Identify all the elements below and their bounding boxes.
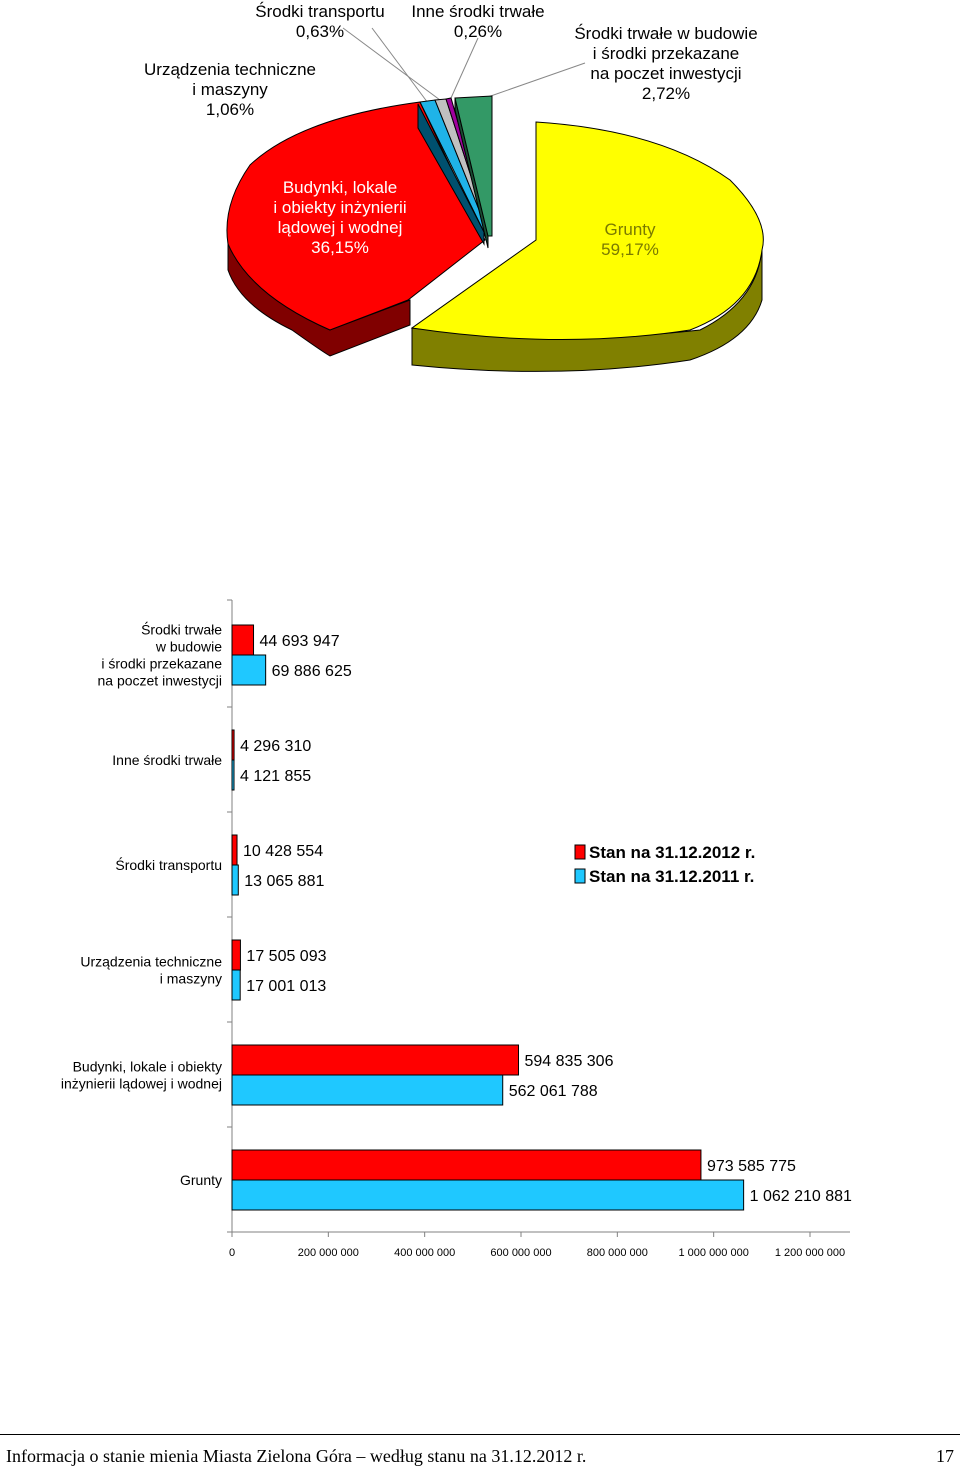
pie-chart xyxy=(226,27,764,372)
bar-2012-5 xyxy=(231,1149,702,1181)
footer-divider xyxy=(0,1434,960,1435)
pie-label-land: Grunty 59,17% xyxy=(601,220,659,259)
bar-value-label: 17 505 093 xyxy=(246,948,326,965)
bar-value-label: 44 693 947 xyxy=(260,633,340,650)
category-label: Środki trwałe xyxy=(141,621,222,638)
bar-value-label: 17 001 013 xyxy=(246,978,326,995)
bar-chart: 0 200 000 000 400 000 000 600 000 000 800 00… xyxy=(61,599,852,1259)
pie-label-other: Inne środki trwałe 0,26% xyxy=(411,2,545,41)
bar-value-label: 594 835 306 xyxy=(525,1053,614,1070)
bar-2012-2 xyxy=(231,834,238,866)
bar-2011-3 xyxy=(231,969,241,1001)
footer-text: Informacja o stanie mienia Miasta Zielon… xyxy=(6,1446,587,1466)
category-label: Budynki, lokale i obiekty xyxy=(73,1059,222,1075)
category-label: i maszyny xyxy=(160,971,222,987)
x-tick-label: 200 000 000 xyxy=(298,1247,359,1259)
category-label: inżynierii lądowej i wodnej xyxy=(61,1076,222,1092)
pie-label-buildings: Budynki, lokale i obiekty inżynierii ląd… xyxy=(273,178,407,257)
bar-2011-1 xyxy=(231,759,235,791)
bar-2011-0 xyxy=(231,654,267,686)
bar-value-label: 10 428 554 xyxy=(243,843,323,860)
pie-slice-construction[interactable] xyxy=(454,95,493,237)
bar-value-label: 562 061 788 xyxy=(509,1083,598,1100)
pie-label-transport: Środki transportu 0,63% xyxy=(255,2,385,41)
bar-value-label: 4 296 310 xyxy=(240,738,311,755)
bar-2011-2 xyxy=(231,864,239,896)
x-tick-label: 400 000 000 xyxy=(394,1247,455,1259)
bar-value-label: 4 121 855 xyxy=(240,768,311,785)
page-number: 17 xyxy=(936,1446,954,1466)
category-label: i środki przekazane xyxy=(101,656,222,672)
x-tick-label: 1 200 000 000 xyxy=(775,1247,845,1259)
pie-label-construction: Środki trwałe w budowie i środki przekaz… xyxy=(574,24,758,103)
pie-label-machinery: Urządzenia techniczne i maszyny 1,06% xyxy=(144,60,316,119)
bar-2011-4 xyxy=(231,1074,504,1106)
pie-slice-machinery-side xyxy=(417,103,485,246)
x-tick-label: 1 000 000 000 xyxy=(678,1247,748,1259)
category-label: Inne środki trwałe xyxy=(112,752,222,768)
pie-slice-land[interactable] xyxy=(410,121,764,341)
x-tick-label: 800 000 000 xyxy=(587,1247,648,1259)
leader-line-construction xyxy=(484,62,586,99)
bar-2012-0 xyxy=(231,624,255,656)
bar-value-label: 973 585 775 xyxy=(707,1158,796,1175)
category-label: na poczet inwestycji xyxy=(97,673,222,689)
page-footer: Informacja o stanie mienia Miasta Zielon… xyxy=(0,1434,960,1468)
bar-2011-5 xyxy=(231,1179,745,1211)
leader-line-transport xyxy=(342,27,441,101)
bar-value-label: 69 886 625 xyxy=(272,663,352,680)
leader-line-other xyxy=(450,37,479,99)
bar-value-label: 13 065 881 xyxy=(244,873,324,890)
legend-swatch-2011 xyxy=(574,868,586,884)
legend-label-2012: Stan na 31.12.2012 r. xyxy=(589,843,755,862)
category-label: Grunty xyxy=(180,1172,222,1188)
bar-2012-4 xyxy=(231,1044,520,1076)
bar-2012-3 xyxy=(231,939,241,971)
bar-value-label: 1 062 210 881 xyxy=(750,1188,852,1205)
category-label: Urządzenia techniczne xyxy=(80,954,222,970)
bar-2012-1 xyxy=(231,729,235,761)
x-tick-label: 600 000 000 xyxy=(490,1247,551,1259)
leader-line-machinery xyxy=(371,27,429,104)
legend-label-2011: Stan na 31.12.2011 r. xyxy=(589,867,754,886)
category-label: Środki transportu xyxy=(115,856,222,873)
pie-slice-buildings[interactable] xyxy=(226,101,486,331)
legend-swatch-2012 xyxy=(574,844,586,860)
category-label: w budowie xyxy=(155,639,222,655)
x-tick-label: 0 xyxy=(229,1247,235,1259)
